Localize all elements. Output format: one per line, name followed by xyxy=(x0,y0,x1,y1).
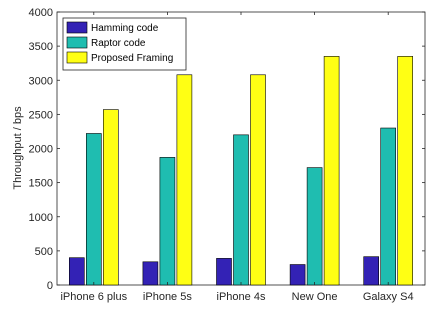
bar-proposed-framing-3 xyxy=(323,56,340,286)
y-tick-label: 2500 xyxy=(29,109,53,121)
x-tick-label: iPhone 4s xyxy=(217,291,266,303)
ticks-layer: iPhone 6 plus iPhone 5s iPhone 4s New One Ga… xyxy=(29,7,425,303)
y-tick-label: 500 xyxy=(35,246,53,258)
bar-proposed-framing-2 xyxy=(250,74,266,286)
y-tick-label: 3000 xyxy=(29,75,53,87)
legend-swatch-hamming-code xyxy=(66,21,88,34)
bar-proposed-framing-1 xyxy=(176,74,193,286)
x-tick-label: Galaxy S4 xyxy=(363,291,414,303)
legend: Hamming code Raptor code Proposed Framing xyxy=(62,17,187,71)
legend-swatch-raptor-code xyxy=(66,36,88,49)
y-tick-label: 2000 xyxy=(29,144,53,156)
y-tick-label: 4000 xyxy=(29,7,53,19)
x-tick-label: New One xyxy=(292,291,338,303)
legend-label: Raptor code xyxy=(91,38,146,49)
bars-layer xyxy=(69,56,414,286)
legend-label: Hamming code xyxy=(91,23,159,34)
bar-hamming-code-2 xyxy=(216,258,232,286)
y-tick-label: 0 xyxy=(47,280,53,292)
y-tick-label: 1000 xyxy=(29,212,53,224)
legend-label: Proposed Framing xyxy=(91,53,173,64)
x-tick-label: iPhone 6 plus xyxy=(60,291,127,303)
bar-hamming-code-1 xyxy=(142,261,159,286)
bar-hamming-code-0 xyxy=(69,257,85,286)
bar-raptor-code-0 xyxy=(86,133,102,286)
bar-raptor-code-3 xyxy=(306,167,323,286)
y-tick-label: 3500 xyxy=(29,41,53,53)
bar-raptor-code-4 xyxy=(380,127,397,286)
bar-proposed-framing-4 xyxy=(397,56,414,286)
bar-proposed-framing-0 xyxy=(103,109,119,286)
y-axis-label: Throughput / bps xyxy=(12,106,24,190)
bar-hamming-code-3 xyxy=(289,264,306,286)
y-tick-label: 1500 xyxy=(29,178,53,190)
bar-hamming-code-4 xyxy=(363,256,380,286)
x-tick-label: iPhone 5s xyxy=(143,291,192,303)
bar-raptor-code-1 xyxy=(159,157,176,286)
bar-raptor-code-2 xyxy=(233,134,249,286)
legend-swatch-proposed-framing xyxy=(66,51,88,64)
